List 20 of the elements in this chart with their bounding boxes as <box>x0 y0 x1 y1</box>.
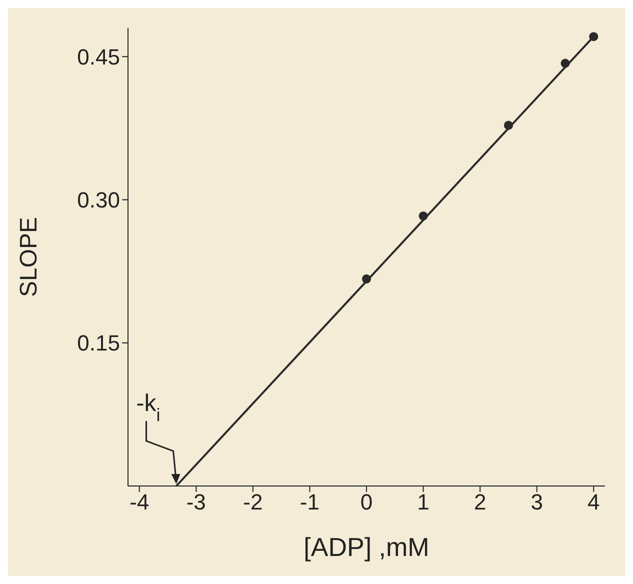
y-tick-label: 0.45 <box>77 44 120 70</box>
x-tick-label: 0 <box>360 490 373 515</box>
point <box>560 58 570 68</box>
point <box>418 211 428 220</box>
x-tick-label: -3 <box>186 490 206 515</box>
x-tick-label: 4 <box>588 490 600 515</box>
x-tick-label: 3 <box>530 490 543 515</box>
x-tick-label: 1 <box>417 490 430 515</box>
x-tick-label: -2 <box>243 490 263 515</box>
x-tick-label: -4 <box>130 490 150 515</box>
x-tick-label: -1 <box>300 490 320 515</box>
x-tick-label: 2 <box>474 490 486 515</box>
x-axis-title: [ADP] ,mM <box>304 532 430 562</box>
y-tick-label: 0.15 <box>77 330 120 356</box>
point <box>504 120 513 130</box>
point <box>589 32 598 42</box>
y-tick-label: 0.30 <box>77 188 120 213</box>
y-axis-title: SLOPE <box>16 216 43 298</box>
annotation: -k$_{i}$ <box>136 390 160 425</box>
point <box>362 274 372 284</box>
